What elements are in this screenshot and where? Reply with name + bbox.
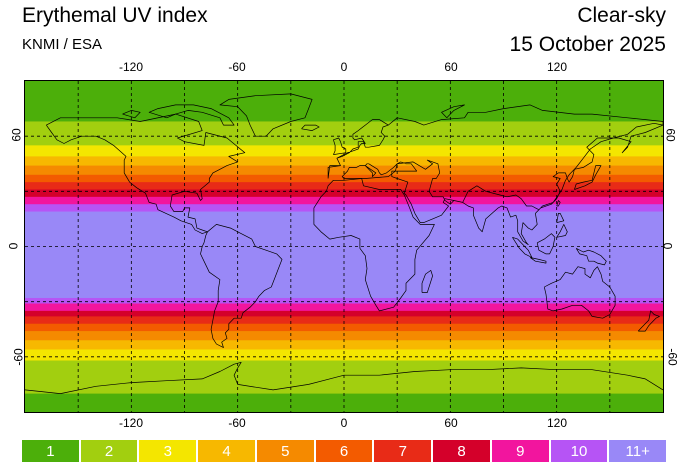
coastline bbox=[529, 257, 547, 264]
uv-band bbox=[25, 303, 663, 312]
uv-band bbox=[25, 165, 663, 176]
uv-band bbox=[25, 297, 663, 305]
uv-band bbox=[25, 393, 663, 412]
uv-band bbox=[25, 182, 663, 190]
uv-band bbox=[25, 310, 663, 317]
graticule bbox=[25, 81, 663, 412]
lon-tick-top: 120 bbox=[546, 60, 568, 74]
lon-tick-top: 0 bbox=[340, 60, 348, 74]
coastline bbox=[421, 270, 433, 293]
lon-tick-bottom: 0 bbox=[340, 416, 348, 430]
sky-mode-label: Clear-sky bbox=[577, 4, 666, 27]
coastline bbox=[333, 137, 347, 155]
data-source: KNMI / ESA bbox=[22, 36, 103, 53]
coastline bbox=[575, 247, 607, 266]
legend-item-uv9: 9 bbox=[491, 440, 549, 462]
lat-tick-right: 60 bbox=[663, 128, 678, 142]
uv-band bbox=[25, 316, 663, 325]
uv-map-canvas bbox=[25, 81, 663, 412]
coastline bbox=[512, 236, 533, 258]
coastline bbox=[556, 224, 568, 238]
lat-tick-left: 60 bbox=[9, 128, 24, 142]
lon-tick-bottom: -60 bbox=[228, 416, 246, 430]
lat-tick-right: -60 bbox=[665, 348, 680, 366]
legend-item-uv6: 6 bbox=[315, 440, 373, 462]
coastline bbox=[301, 124, 320, 131]
coastline bbox=[46, 113, 246, 234]
coastline bbox=[441, 104, 465, 119]
legend-item-uv7: 7 bbox=[374, 440, 432, 462]
coastline bbox=[327, 119, 389, 179]
coastline bbox=[148, 104, 235, 126]
legend-item-uv8: 8 bbox=[433, 440, 490, 462]
legend-item-uv4: 4 bbox=[198, 440, 255, 462]
uv-band bbox=[25, 189, 663, 198]
coastline bbox=[637, 310, 660, 332]
uv-band bbox=[25, 349, 663, 362]
lon-tick-bottom: 60 bbox=[444, 416, 458, 430]
uv-index-map bbox=[24, 80, 664, 413]
uv-band bbox=[25, 196, 663, 205]
coastline bbox=[556, 213, 565, 223]
coastline bbox=[200, 224, 283, 348]
lon-tick-top: -120 bbox=[118, 60, 144, 74]
lon-tick-top: -60 bbox=[228, 60, 246, 74]
coastline bbox=[313, 178, 435, 312]
legend-item-uv1: 1 bbox=[22, 440, 79, 462]
lon-tick-bottom: -120 bbox=[118, 416, 144, 430]
map-date: 15 October 2025 bbox=[509, 33, 666, 56]
map-title: Erythemal UV index bbox=[22, 4, 208, 27]
legend-item-uv5: 5 bbox=[256, 440, 314, 462]
coastline bbox=[574, 165, 602, 190]
legend-item-uv10: 10 bbox=[550, 440, 608, 462]
legend-item-uv3: 3 bbox=[139, 440, 197, 462]
coastline bbox=[122, 110, 141, 119]
legend-item-uv11plus: 11+ bbox=[609, 440, 667, 462]
lat-tick-left: 0 bbox=[6, 242, 21, 250]
legend-item-uv2: 2 bbox=[80, 440, 138, 462]
uv-band bbox=[25, 145, 663, 157]
lon-tick-top: 60 bbox=[444, 60, 458, 74]
lon-tick-bottom: 120 bbox=[546, 416, 568, 430]
uv-legend: 1 2 3 4 5 6 7 8 9 10 11+ bbox=[22, 440, 667, 462]
coastline bbox=[556, 200, 561, 207]
coastlines bbox=[25, 93, 663, 394]
coastline bbox=[341, 104, 663, 246]
